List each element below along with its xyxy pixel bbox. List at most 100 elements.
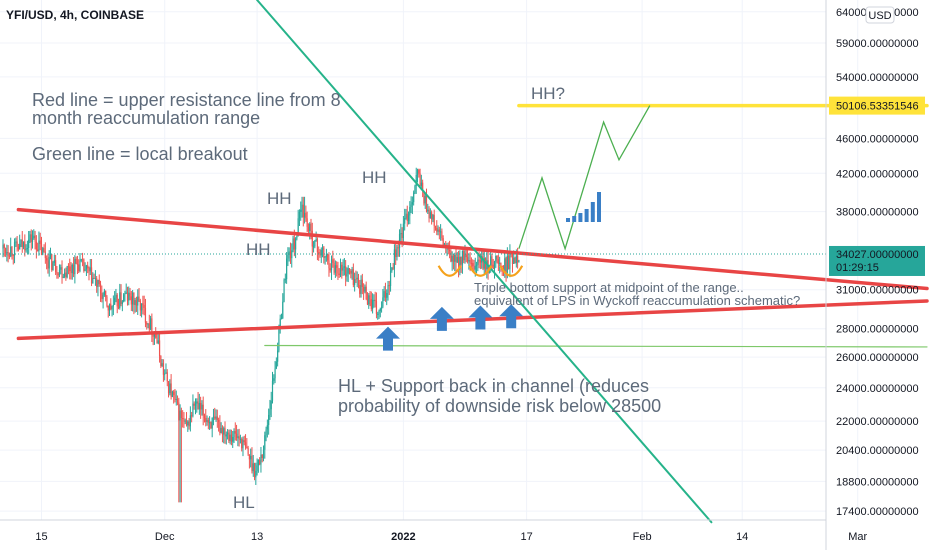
- candle: [241, 437, 243, 452]
- candle: [165, 363, 167, 374]
- candle: [235, 424, 238, 441]
- candle: [21, 231, 23, 253]
- candle: [316, 237, 319, 261]
- candle: [221, 425, 224, 443]
- y-tick-label: 46000.00000000: [836, 133, 919, 145]
- candle: [13, 238, 16, 264]
- annotation-hlsup2: probability of downside risk below 28500: [338, 396, 661, 416]
- candle: [219, 415, 221, 436]
- candle: [10, 237, 12, 258]
- candle: [407, 211, 410, 225]
- x-tick-label: 2022: [391, 531, 415, 543]
- candle: [264, 431, 266, 459]
- candle: [259, 457, 261, 466]
- candle: [379, 307, 381, 318]
- candle: [327, 253, 329, 265]
- candle: [305, 205, 307, 222]
- currency-label[interactable]: USD: [868, 10, 891, 22]
- x-tick-label: Feb: [633, 531, 652, 543]
- annotation-note_green: Green line = local breakout: [32, 144, 248, 164]
- x-tick-label: 17: [520, 531, 532, 543]
- candle: [102, 292, 104, 309]
- candle: [253, 462, 256, 481]
- candle: [473, 259, 475, 271]
- candle: [137, 289, 139, 315]
- candle: [161, 359, 163, 367]
- candle: [30, 229, 32, 251]
- candle: [61, 260, 63, 284]
- support-arrow-icon: [376, 326, 400, 351]
- candle: [355, 270, 357, 284]
- candle: [402, 215, 404, 246]
- candle: [409, 201, 411, 225]
- candle: [142, 295, 144, 315]
- candle: [495, 255, 497, 268]
- candle: [116, 293, 118, 314]
- candle: [491, 253, 493, 268]
- horizontal-support-line[interactable]: [264, 344, 928, 348]
- annotation-hh4: HH?: [531, 84, 565, 103]
- candle: [87, 261, 89, 274]
- candle: [220, 422, 222, 434]
- candle: [160, 355, 162, 369]
- candle: [372, 293, 374, 314]
- candle: [311, 222, 313, 257]
- candle: [139, 298, 141, 317]
- candle: [35, 235, 37, 259]
- candle: [233, 428, 235, 444]
- candle: [413, 190, 415, 206]
- candle: [256, 458, 258, 476]
- candle: [179, 404, 181, 503]
- candle: [392, 263, 394, 271]
- y-tick-label: 59000.00000000: [836, 38, 919, 50]
- target-price-tag: 50106.53351546: [829, 96, 925, 115]
- candle: [320, 247, 322, 263]
- candle: [47, 253, 49, 274]
- candle: [441, 228, 443, 241]
- candle: [171, 390, 173, 398]
- candle: [12, 253, 14, 265]
- candle: [324, 255, 326, 265]
- candle: [361, 273, 363, 295]
- volume-bars-icon: [597, 192, 601, 222]
- candle: [351, 266, 353, 280]
- candle: [405, 208, 407, 220]
- candle: [449, 240, 451, 259]
- candle: [289, 242, 292, 264]
- candle: [418, 168, 420, 178]
- candle: [175, 390, 177, 406]
- candle: [419, 168, 421, 188]
- candle: [143, 295, 145, 316]
- candle: [147, 323, 149, 329]
- y-tick-label: 18800.00000000: [836, 476, 919, 488]
- candle: [48, 250, 50, 277]
- channel-support-line[interactable]: [16, 299, 929, 341]
- candle: [52, 261, 54, 271]
- projection-path[interactable]: [518, 105, 651, 251]
- candle: [58, 264, 61, 278]
- candle: [193, 401, 195, 410]
- triple-bottom-cup: [499, 265, 524, 277]
- candle: [411, 196, 413, 215]
- candle: [339, 258, 342, 278]
- candle: [511, 251, 514, 273]
- candle: [373, 294, 375, 308]
- candle: [492, 258, 494, 270]
- candle: [6, 244, 8, 262]
- candle: [225, 431, 227, 445]
- breakout-trend-line[interactable]: [256, 0, 713, 524]
- candle: [475, 261, 478, 274]
- currency-button[interactable]: USD: [865, 6, 895, 24]
- svg-text:34027.00000000: 34027.00000000: [836, 249, 919, 261]
- candle: [496, 255, 498, 264]
- candle: [440, 224, 442, 241]
- candle: [78, 259, 80, 274]
- candle: [387, 281, 389, 301]
- candle: [93, 273, 95, 279]
- candle: [197, 392, 199, 410]
- candle: [300, 201, 302, 221]
- candle: [369, 290, 371, 307]
- y-tick-label: 17400.00000000: [836, 506, 919, 518]
